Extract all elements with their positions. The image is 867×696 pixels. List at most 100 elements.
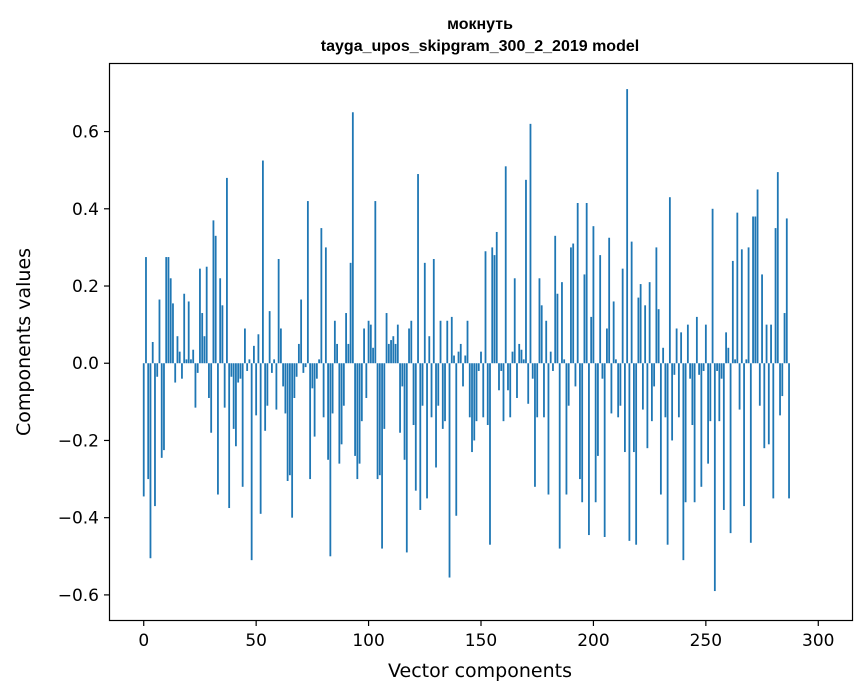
bar-257 <box>720 363 723 379</box>
bar-174 <box>534 363 536 487</box>
bar-283 <box>779 363 781 416</box>
bar-221 <box>639 284 642 364</box>
bar-206 <box>606 328 608 364</box>
bar-93 <box>351 112 354 364</box>
bar-239 <box>680 332 683 364</box>
bar-67 <box>293 363 296 398</box>
bar-177 <box>540 305 543 364</box>
bar-190 <box>570 247 572 364</box>
bar-224 <box>646 363 649 449</box>
bar-104 <box>376 363 379 480</box>
bar-228 <box>655 247 658 364</box>
bar-263 <box>734 359 736 364</box>
bar-189 <box>567 363 570 406</box>
y-axis-label: Components values <box>13 248 35 436</box>
bar-249 <box>702 363 705 371</box>
bar-192 <box>574 363 577 387</box>
y-tick-label: −0.2 <box>58 431 99 451</box>
bar-207 <box>608 237 611 364</box>
bar-235 <box>671 363 674 441</box>
bar-135 <box>446 320 449 364</box>
bar-74 <box>309 363 312 480</box>
x-tick-label: 50 <box>245 631 267 651</box>
bar-213 <box>621 268 624 364</box>
y-tick-label: 0.0 <box>72 354 99 374</box>
bar-87 <box>338 363 341 464</box>
bar-216 <box>628 363 631 541</box>
bar-202 <box>597 363 599 456</box>
bar-274 <box>758 363 761 406</box>
bar-100 <box>367 320 370 364</box>
bar-33 <box>217 363 219 495</box>
bar-121 <box>414 363 417 491</box>
bar-35 <box>221 305 224 364</box>
bar-55 <box>266 363 269 406</box>
bar-5 <box>154 363 156 507</box>
bar-223 <box>644 305 647 364</box>
bar-262 <box>731 260 734 364</box>
bar-255 <box>716 363 718 371</box>
bar-62 <box>282 363 285 387</box>
bar-103 <box>374 201 377 364</box>
bar-243 <box>689 363 692 379</box>
bar-6 <box>156 363 159 377</box>
bar-166 <box>516 363 518 398</box>
bar-212 <box>619 363 622 406</box>
bar-68 <box>295 363 298 377</box>
bar-40 <box>232 363 235 429</box>
bar-171 <box>527 363 530 404</box>
bar-218 <box>633 363 635 453</box>
bar-240 <box>682 363 685 561</box>
bar-175 <box>536 363 539 418</box>
bar-248 <box>700 363 703 487</box>
bar-253 <box>711 208 714 364</box>
bar-53 <box>262 160 264 364</box>
bar-266 <box>740 249 743 364</box>
bar-75 <box>311 363 314 389</box>
bar-119 <box>410 320 413 364</box>
bar-98 <box>363 328 365 364</box>
plot-frame <box>108 62 854 622</box>
bar-176 <box>538 278 541 364</box>
bar-28 <box>205 266 208 364</box>
bar-170 <box>525 179 527 364</box>
bar-12 <box>169 278 172 364</box>
x-tick-label: 200 <box>577 631 609 651</box>
bar-154 <box>489 363 491 545</box>
x-tick-label: 150 <box>465 631 497 651</box>
bar-14 <box>174 363 177 383</box>
bar-285 <box>783 313 786 364</box>
bar-210 <box>615 359 617 364</box>
bar-256 <box>718 363 721 422</box>
bar-15 <box>176 336 179 364</box>
bar-187 <box>563 359 566 364</box>
bar-126 <box>426 363 428 499</box>
bar-51 <box>257 334 260 364</box>
bar-107 <box>383 363 386 429</box>
bar-251 <box>707 363 709 464</box>
bar-34 <box>219 278 222 364</box>
bar-147 <box>473 363 476 441</box>
bar-105 <box>378 363 381 476</box>
bar-137 <box>450 316 453 364</box>
bar-232 <box>664 363 667 418</box>
bar-179 <box>545 320 548 364</box>
bar-95 <box>356 363 359 480</box>
bar-227 <box>653 363 656 387</box>
bar-133 <box>441 363 444 429</box>
bar-27 <box>203 336 206 364</box>
bar-56 <box>268 311 271 364</box>
bar-151 <box>482 363 485 418</box>
bar-120 <box>412 363 415 426</box>
bar-61 <box>279 328 282 364</box>
bar-191 <box>572 243 575 364</box>
bar-49 <box>253 345 255 364</box>
bar-267 <box>743 363 745 507</box>
bar-157 <box>495 231 498 364</box>
x-tick-label: 100 <box>352 631 384 651</box>
bar-229 <box>657 309 660 364</box>
bar-195 <box>581 363 584 503</box>
bar-37 <box>226 177 228 364</box>
bar-44 <box>241 363 244 487</box>
bar-194 <box>579 363 581 480</box>
